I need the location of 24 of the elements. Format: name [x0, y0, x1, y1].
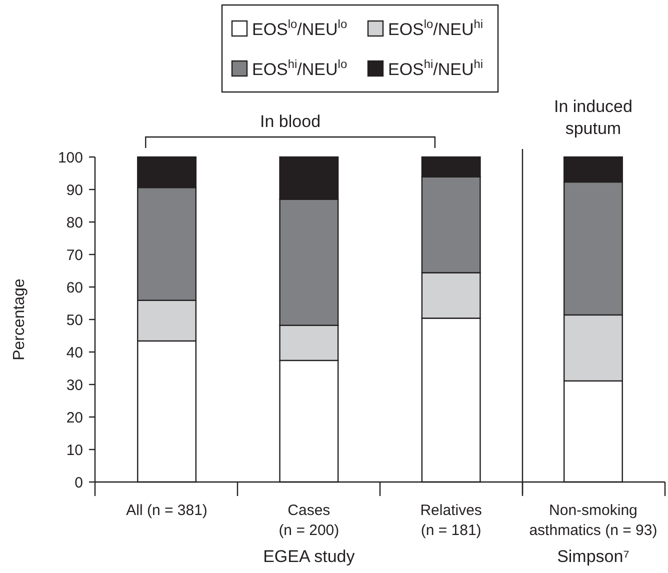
y-tick-label: 30 [66, 376, 83, 394]
text: In induced sputum [554, 97, 632, 138]
legend-label: EOS$^{lo}$/NEU$^{lo}$ [252, 17, 348, 39]
legend-label: EOS$^{hi}$/NEU$^{lo}$ [252, 57, 348, 79]
y-tick-label: 80 [66, 214, 83, 232]
text: Simpson⁷ [557, 547, 630, 566]
y-tick-label: 100 [58, 149, 83, 166]
x-tick-label: Cases (n = 200) [278, 502, 340, 539]
y-tick-label: 10 [66, 442, 83, 459]
text: In blood [260, 112, 321, 131]
text: EGEA study [263, 547, 356, 566]
x-tick-label: Non-smoking asthmatics (n = 93) [529, 502, 658, 539]
x-tick-label: Relatives (n = 181) [420, 502, 482, 539]
y-tick-label: 20 [66, 409, 83, 426]
y-tick-label: 60 [66, 279, 83, 296]
y-tick-label: 90 [66, 182, 83, 199]
y-tick-label: 70 [66, 246, 83, 264]
legend-label: EOS$^{hi}$/NEU$^{hi}$ [388, 57, 484, 79]
y-tick-label: 40 [66, 344, 83, 362]
y-tick-label: 50 [66, 312, 83, 329]
legend-label: EOS$^{lo}$/NEU$^{hi}$ [388, 17, 484, 39]
y-axis-title: Percentage [11, 278, 28, 360]
x-tick-label: All (n = 381) [126, 502, 208, 519]
y-tick-label: 0 [74, 474, 83, 492]
